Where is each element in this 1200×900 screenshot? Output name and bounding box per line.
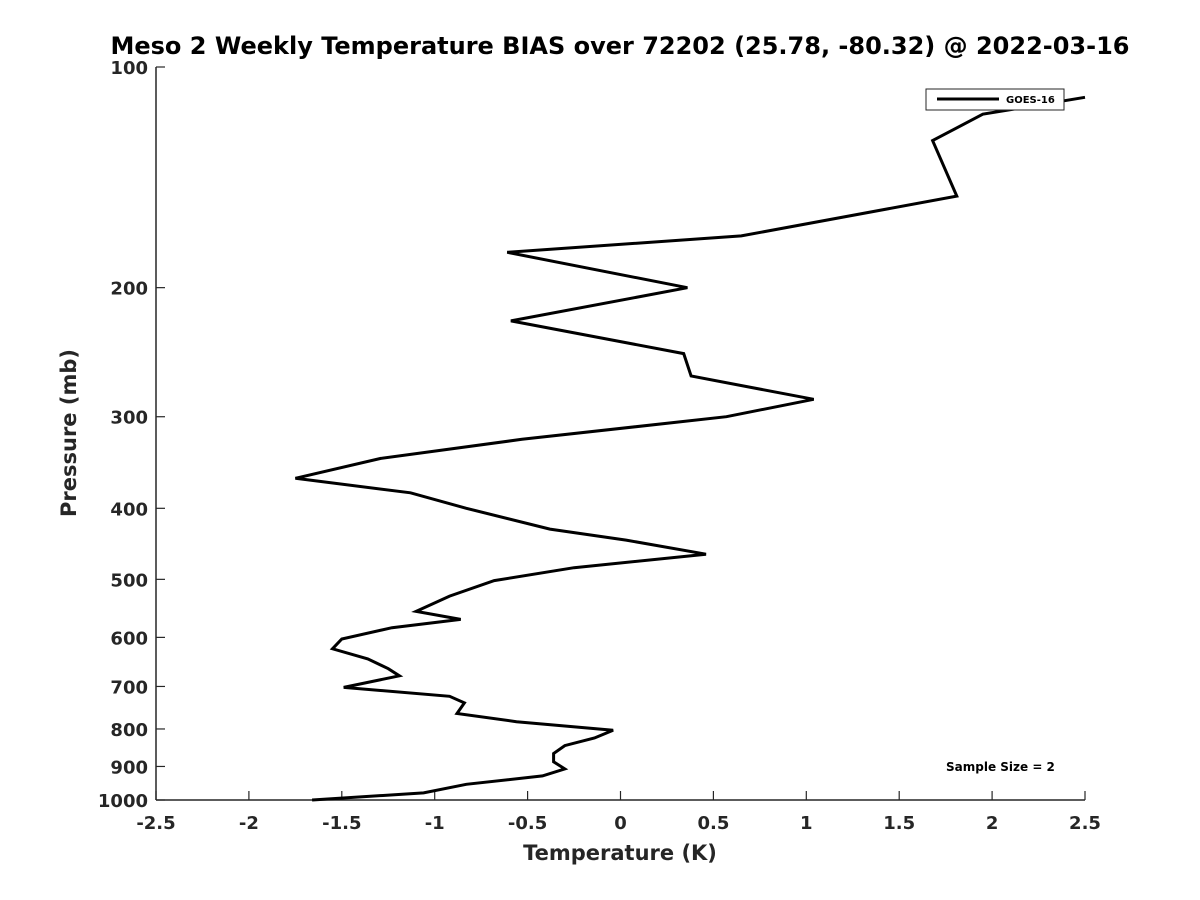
y-tick-label: 900 (110, 757, 148, 778)
y-tick-label: 600 (110, 628, 148, 649)
legend: GOES-16 (925, 88, 1065, 111)
plot-area-frame (156, 67, 1085, 800)
y-tick-label: 300 (110, 408, 148, 429)
x-tick-label: -2.5 (136, 813, 175, 834)
x-tick-label: 0 (614, 813, 627, 834)
x-tick-label: -1.5 (322, 813, 361, 834)
y-tick-label: 400 (110, 499, 148, 520)
x-tick-label: -1 (425, 813, 445, 834)
sample-size-annotation: Sample Size = 2 (946, 760, 1055, 774)
x-tick-label: 1.5 (883, 813, 915, 834)
y-tick-label: 800 (110, 720, 148, 741)
y-tick-label: 100 (110, 58, 148, 79)
y-tick-label: 700 (110, 677, 148, 698)
y-ticks: 100 200 300 400 500 600 700 800 900 1000 (98, 58, 165, 812)
series-line-goes-16 (295, 95, 1086, 802)
x-tick-label: -2 (239, 813, 259, 834)
x-ticks: -2.5 -2 -1.5 -1 -0.5 0 0.5 1 1.5 2 2.5 (136, 791, 1101, 834)
x-tick-label: 2.5 (1069, 813, 1101, 834)
x-tick-label: -0.5 (508, 813, 547, 834)
legend-label-goes16: GOES-16 (1006, 95, 1055, 106)
x-tick-label: 2 (986, 813, 999, 834)
x-axis-label: Temperature (K) (523, 841, 717, 865)
y-tick-label: 1000 (98, 791, 148, 812)
series-group (295, 95, 1086, 802)
y-tick-label: 200 (110, 279, 148, 300)
x-tick-label: 0.5 (697, 813, 729, 834)
y-tick-label: 500 (110, 570, 148, 591)
chart-title: Meso 2 Weekly Temperature BIAS over 7220… (110, 32, 1129, 60)
y-axis-label: Pressure (mb) (57, 349, 81, 517)
x-tick-label: 1 (800, 813, 813, 834)
